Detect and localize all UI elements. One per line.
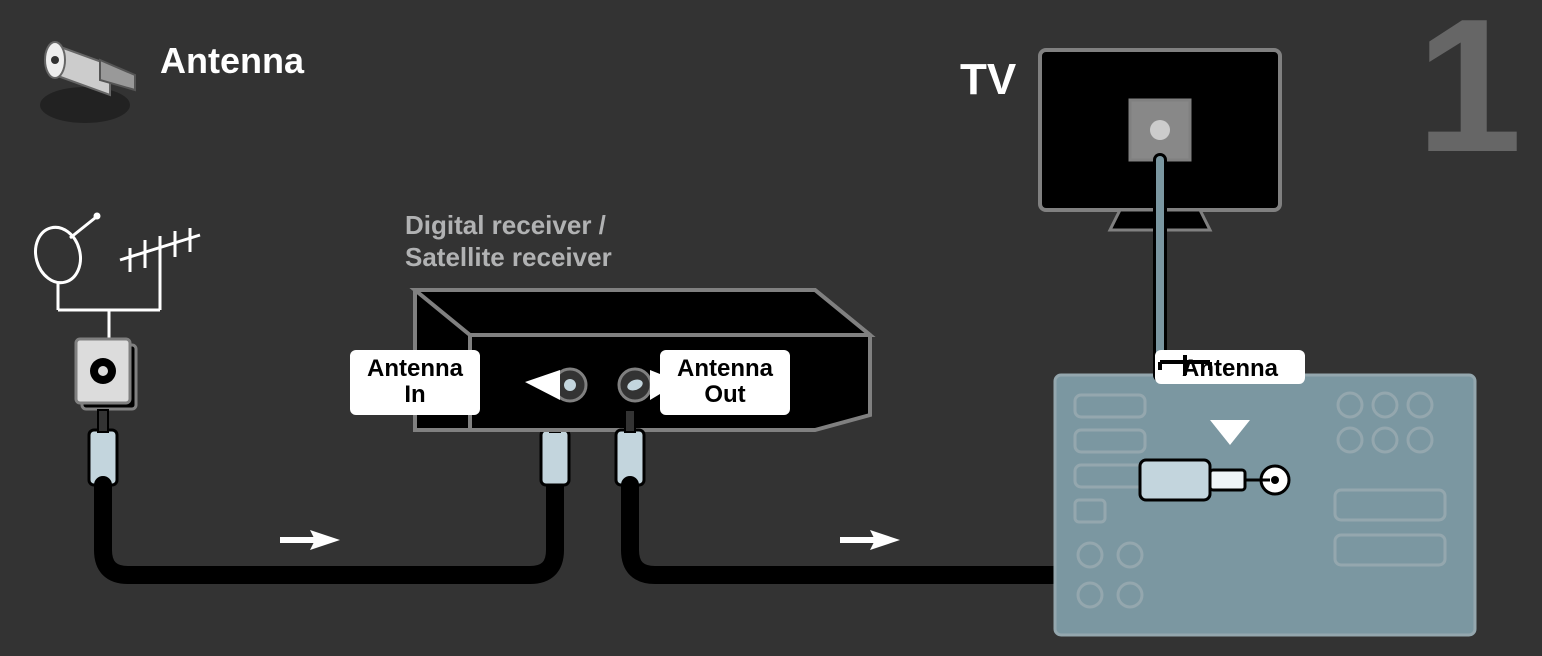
cable-1 — [89, 410, 569, 575]
receiver-label-line2: Satellite receiver — [405, 242, 612, 273]
diagram-title: Antenna — [160, 40, 304, 82]
tv-monitor-icon — [1040, 50, 1280, 375]
tv-antenna-label: Antenna — [1155, 350, 1305, 384]
antenna-symbol-icon — [1155, 350, 1215, 378]
satellite-dish-icon — [30, 214, 99, 310]
flow-arrow-2 — [840, 530, 900, 550]
tv-label: TV — [960, 55, 1016, 105]
antenna-in-text: AntennaIn — [367, 355, 463, 408]
coax-connector-icon — [40, 42, 135, 123]
flow-arrow-1 — [280, 530, 340, 550]
yagi-antenna-icon — [120, 228, 200, 310]
antenna-out-label: AntennaOut — [660, 350, 790, 415]
antenna-in-label: AntennaIn — [350, 350, 480, 415]
step-number: 1 — [1416, 10, 1522, 162]
receiver-device — [415, 290, 870, 430]
antenna-out-text: AntennaOut — [677, 355, 773, 408]
connection-diagram — [0, 0, 1542, 656]
wall-outlet-icon — [76, 339, 136, 409]
receiver-label-line1: Digital receiver / — [405, 210, 606, 241]
tv-back-panel — [1055, 375, 1475, 635]
